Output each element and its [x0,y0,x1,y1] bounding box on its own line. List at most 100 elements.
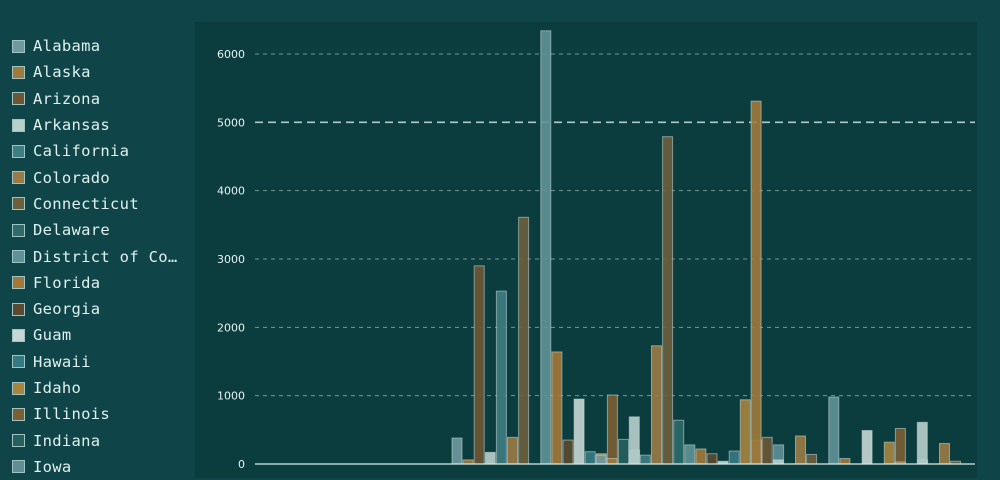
legend-label: Idaho [33,379,82,397]
legend-label: Arkansas [33,116,111,135]
bar[interactable] [495,290,507,465]
bar[interactable] [806,453,818,465]
y-tick-label: 3000 [217,253,245,266]
y-tick-label: 1000 [217,390,245,403]
legend-label: Colorado [33,168,111,187]
y-tick-label: 6000 [217,48,245,61]
legend-swatch [12,250,25,264]
legend-swatch [12,197,25,211]
legend-swatch [12,302,25,316]
legend-item[interactable]: Arkansas [12,112,190,138]
legend-swatch [12,381,25,395]
bar[interactable] [484,451,496,465]
legend-swatch [12,460,25,474]
bar[interactable] [750,100,762,465]
bar[interactable] [761,436,773,465]
bar[interactable] [706,453,718,465]
legend-item[interactable]: Alaska [12,59,190,85]
bar[interactable] [828,396,840,465]
legend-swatch [12,407,25,421]
bar[interactable] [728,450,740,465]
legend-swatch [12,118,25,132]
legend-label: California [33,142,130,161]
bar[interactable] [695,448,707,465]
legend-label: Alabama [33,37,101,56]
bar[interactable] [628,416,640,465]
legend-swatch [12,355,25,369]
legend-item[interactable]: Georgia [12,296,190,322]
legend: Alabama Alaska Arizona Arkansas California Co… [12,33,190,480]
legend-swatch [12,171,25,185]
bar[interactable] [606,394,618,465]
legend-label: Iowa [33,457,72,476]
legend-label: District of Co… [33,247,178,266]
bar[interactable] [518,216,530,465]
legend-swatch [12,328,25,342]
legend-label: Indiana [33,431,101,450]
bar[interactable] [507,436,518,465]
bar[interactable] [562,439,574,465]
legend-item[interactable]: Connecticut [12,191,190,217]
y-tick-label: 0 [238,458,245,471]
bar[interactable] [894,427,906,465]
bar[interactable] [473,265,485,465]
bar[interactable] [673,419,685,465]
bar[interactable] [772,459,784,465]
legend-item[interactable]: Iowa [12,454,190,480]
bar[interactable] [573,398,585,465]
bar[interactable] [606,458,618,465]
legend-label: Illinois [33,405,111,424]
bar[interactable] [939,443,950,465]
bar[interactable] [839,458,851,465]
legend-swatch [12,223,25,237]
legend-label: Guam [33,326,72,345]
plot-area [195,22,977,478]
bar[interactable] [739,399,751,465]
legend-item[interactable]: Illinois [12,401,190,427]
legend-label: Georgia [33,300,101,319]
legend-swatch [12,276,25,290]
legend-item[interactable]: Guam [12,322,190,348]
legend-label: Connecticut [33,194,139,213]
legend-swatch [12,39,25,53]
bar[interactable] [451,437,463,465]
bar[interactable] [662,136,674,465]
bar[interactable] [684,444,696,465]
legend-item[interactable]: District of Co… [12,243,190,269]
legend-label: Alaska [33,63,91,82]
bar[interactable] [618,438,629,465]
legend-label: Delaware [33,221,111,240]
y-axis-tick-labels: 0 1000 2000 3000 4000 5000 6000 [217,48,245,471]
bar[interactable] [861,430,873,465]
bars [451,30,962,465]
legend-label: Hawaii [33,352,91,371]
y-tick-label: 5000 [217,116,245,129]
bar[interactable] [795,435,806,465]
legend-swatch [12,434,25,448]
bar[interactable] [639,454,651,465]
legend-item[interactable]: Idaho [12,375,190,401]
bar[interactable] [462,459,474,465]
bar[interactable] [651,345,662,465]
legend-item[interactable]: Alabama [12,33,190,59]
y-tick-label: 4000 [217,185,245,198]
bar[interactable] [540,30,552,465]
legend-item[interactable]: Colorado [12,164,190,190]
legend-label: Arizona [33,89,101,108]
legend-item[interactable]: Florida [12,270,190,296]
grid-lines [255,53,975,397]
legend-item[interactable]: Indiana [12,427,190,453]
legend-item[interactable]: Hawaii [12,349,190,375]
legend-item[interactable]: Arizona [12,86,190,112]
bar[interactable] [883,441,895,465]
legend-swatch [12,92,25,106]
bar[interactable] [916,421,928,465]
legend-item[interactable]: Delaware [12,217,190,243]
legend-item[interactable]: California [12,138,190,164]
bar[interactable] [551,351,563,465]
bar[interactable] [595,454,607,465]
legend-swatch [12,65,25,79]
y-tick-label: 2000 [217,321,245,334]
bar[interactable] [584,451,596,465]
